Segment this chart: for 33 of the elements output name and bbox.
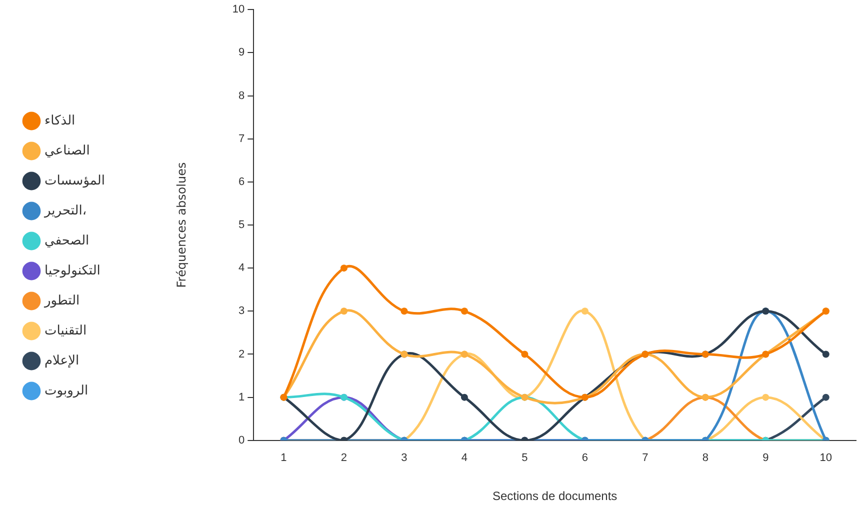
legend-label: الذكاء — [44, 113, 76, 128]
x-tick-label: 1 — [280, 452, 287, 464]
y-tick-label: 7 — [238, 132, 245, 145]
y-tick-label: 1 — [238, 391, 245, 404]
legend-label: الصحفي — [44, 233, 90, 248]
x-tick-label: 5 — [522, 452, 528, 464]
x-tick-label: 4 — [461, 452, 468, 464]
x-axis-title: Sections de documents — [492, 489, 618, 504]
x-tick-label: 10 — [820, 452, 832, 464]
legend-label: الروبوت — [44, 383, 88, 398]
y-tick-label: 4 — [238, 262, 245, 274]
y-tick-label: 2 — [238, 348, 245, 360]
x-tick-label: 3 — [401, 452, 408, 464]
x-tick-label: 2 — [340, 452, 348, 464]
legend-label: التقنيات — [44, 323, 87, 338]
legend-label: الإعلام — [44, 353, 80, 368]
x-tick-label: 6 — [582, 452, 588, 464]
y-tick-label: 6 — [238, 176, 245, 188]
y-tick-label: 0 — [238, 434, 245, 446]
y-axis-title: Fréquences absolues — [174, 162, 188, 288]
legend-label: التحرير، — [44, 203, 87, 218]
x-tick-label: 7 — [642, 452, 648, 464]
y-tick-label: 3 — [238, 305, 245, 318]
x-tick-label: 8 — [702, 452, 708, 464]
legend-label: الصناعي — [44, 143, 90, 158]
y-tick-label: 8 — [238, 90, 245, 102]
y-tick-label: 5 — [238, 219, 245, 232]
y-tick-label: 10 — [232, 4, 245, 16]
legend-label: التطور — [44, 293, 80, 308]
legend-label: المؤسسات — [44, 173, 105, 188]
y-tick-label: 9 — [238, 46, 245, 59]
legend-label: التكنولوجيا — [44, 263, 100, 278]
x-tick-label: 9 — [762, 452, 769, 464]
